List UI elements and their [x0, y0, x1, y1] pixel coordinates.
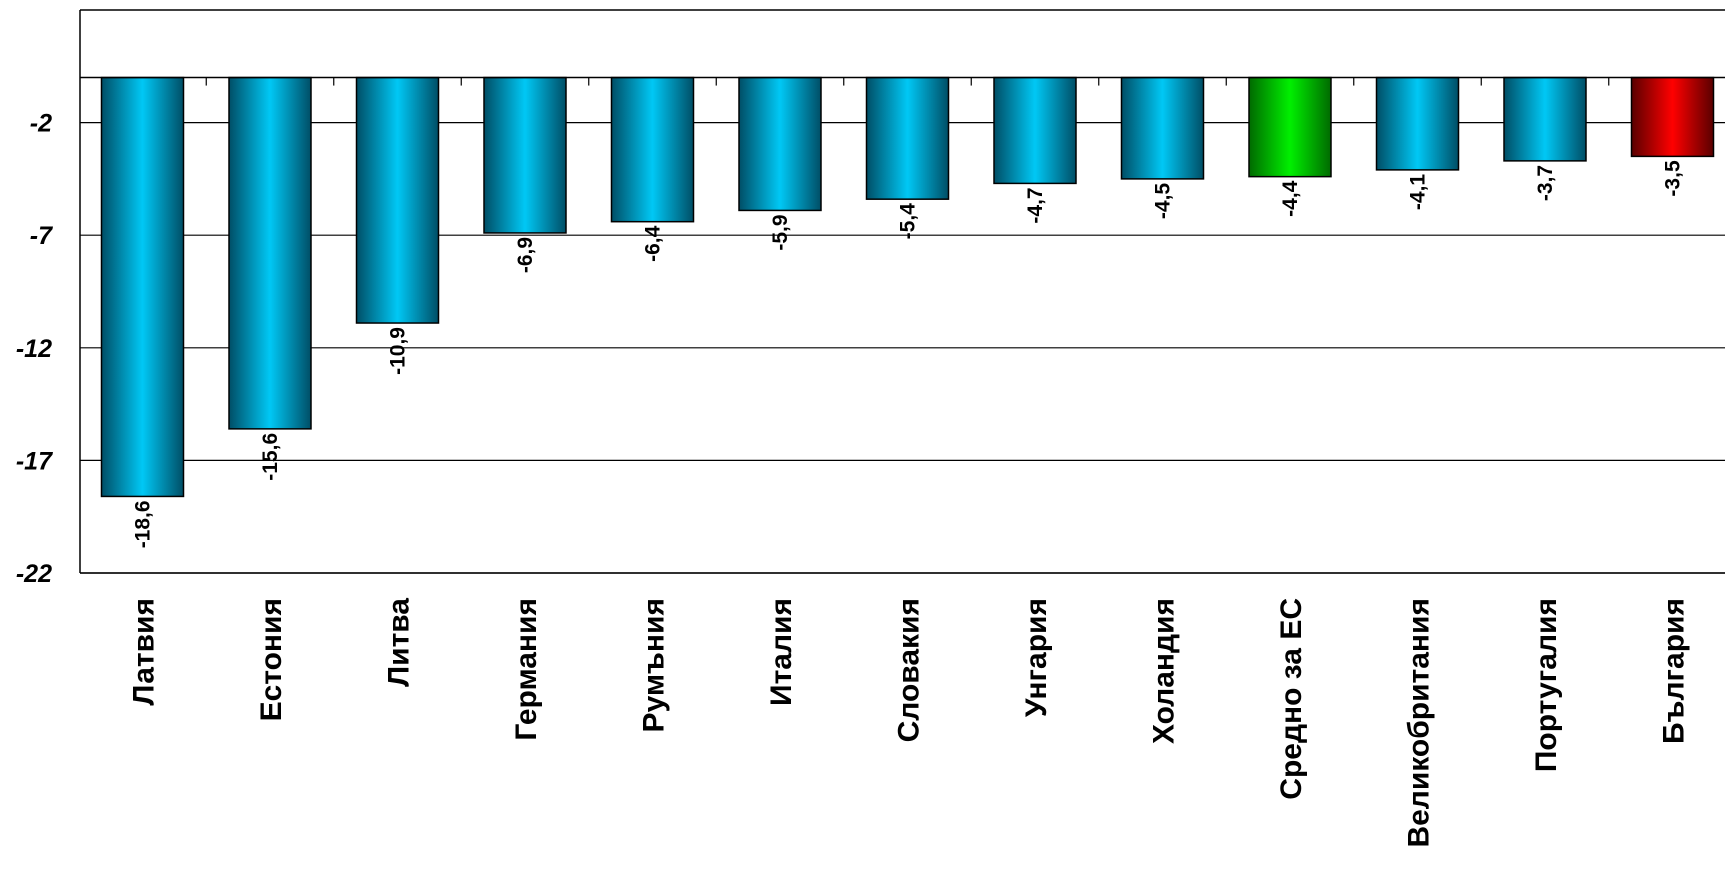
category-label: Латвия — [128, 598, 161, 706]
category-label: Словакия — [893, 598, 926, 742]
bar — [738, 76, 822, 212]
x-axis-labels: Латвия Естония Литва Германия Румъния Италия С… — [128, 598, 1691, 848]
category-label: Германия — [510, 598, 543, 741]
category-label: България — [1658, 598, 1691, 744]
y-tick-label: -17 — [16, 447, 53, 475]
bar — [1248, 76, 1332, 178]
data-labels: -18,6 -15,6 -10,9 -6,9 -6,4 -5,9 -5,4 -4,7 -4,5 -… — [132, 160, 1685, 548]
bar — [1120, 76, 1205, 180]
category-label: Унгария — [1020, 598, 1053, 717]
bar — [1375, 76, 1460, 171]
bar — [100, 76, 185, 498]
y-tick-label: -2 — [30, 110, 52, 138]
y-tick-label: -12 — [16, 335, 52, 363]
data-label: -3,5 — [1662, 160, 1685, 197]
category-label: Естония — [255, 598, 288, 721]
bar — [993, 76, 1077, 185]
y-tick-label: -7 — [30, 222, 53, 250]
category-label: Италия — [765, 598, 798, 706]
bars-group — [100, 76, 1715, 498]
category-label: Средно за ЕС — [1275, 598, 1308, 800]
category-label: Португалия — [1530, 598, 1563, 772]
data-label: -15,6 — [259, 433, 282, 481]
y-tick-label: -22 — [16, 560, 52, 588]
data-label: -10,9 — [387, 327, 410, 375]
bar — [1503, 76, 1587, 162]
data-label: -4,1 — [1407, 174, 1430, 211]
bar — [865, 76, 950, 200]
data-label: -4,7 — [1024, 187, 1047, 223]
bar — [355, 76, 440, 324]
bar — [483, 76, 567, 234]
category-label: Литва — [383, 598, 416, 687]
bar — [228, 76, 312, 430]
bar — [1630, 76, 1715, 158]
category-label: Великобритания — [1403, 598, 1436, 848]
category-label: Румъния — [638, 598, 671, 732]
category-label: Холандия — [1148, 598, 1181, 744]
bar — [610, 76, 695, 223]
data-label: -6,4 — [642, 225, 665, 262]
y-axis: -2 -7 -12 -17 -22 — [16, 76, 1725, 588]
data-label: -18,6 — [132, 500, 155, 548]
data-label: -6,9 — [514, 237, 537, 273]
data-label: -4,5 — [1152, 183, 1175, 220]
data-label: -3,7 — [1534, 165, 1557, 201]
data-label: -5,9 — [769, 214, 792, 250]
data-label: -5,4 — [897, 203, 920, 240]
data-label: -4,4 — [1279, 180, 1302, 217]
